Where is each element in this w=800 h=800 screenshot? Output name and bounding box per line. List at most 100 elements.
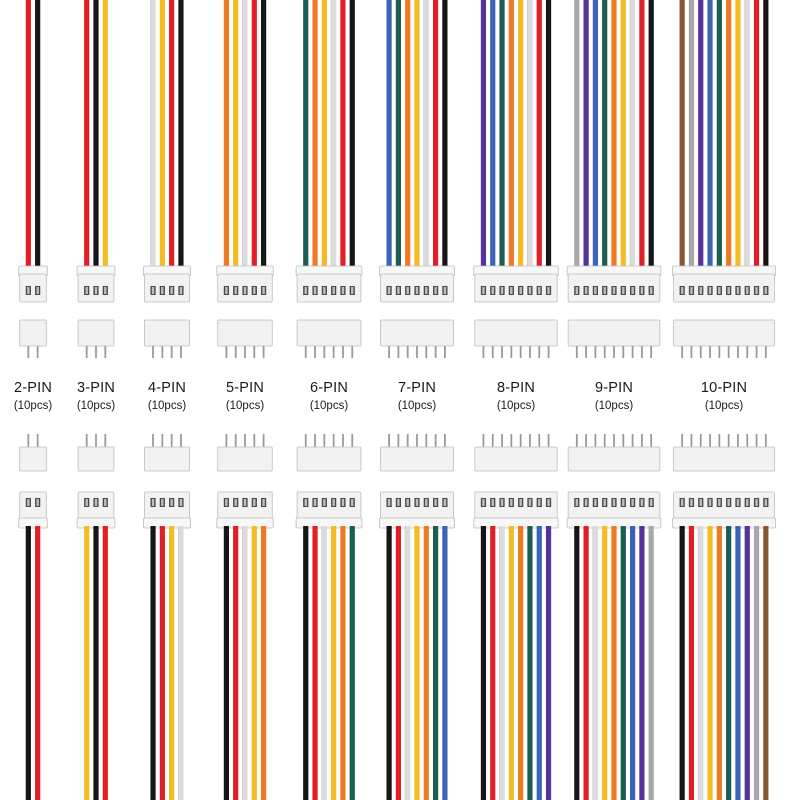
- connector-10pin: [672, 0, 776, 800]
- crimp-terminal: [622, 499, 625, 506]
- crimp-terminal: [179, 287, 183, 294]
- male-header: [380, 446, 454, 472]
- header-pin: [631, 434, 634, 447]
- crimp-terminal: [387, 499, 391, 506]
- header-pin: [727, 434, 730, 447]
- header-pin: [575, 346, 578, 358]
- header-pin: [746, 346, 749, 358]
- crimp-terminal: [631, 499, 634, 506]
- crimp-terminal: [443, 499, 447, 506]
- header-pin: [406, 346, 409, 358]
- crimp-terminal: [764, 287, 768, 294]
- crimp-terminal: [699, 287, 702, 294]
- crimp-terminal: [253, 499, 256, 506]
- crimp-terminal: [104, 287, 107, 294]
- header-pin: [314, 346, 316, 358]
- pin-count-label: 5-PIN: [225, 380, 265, 396]
- header-pin: [416, 346, 418, 358]
- header-pin: [613, 434, 615, 447]
- crimp-terminal: [584, 287, 588, 294]
- header-pin: [737, 346, 739, 358]
- header-pin: [482, 346, 485, 358]
- pin-count-label: 7-PIN: [397, 380, 437, 396]
- pin-count-label: 2-PIN: [13, 380, 53, 396]
- quantity-label: (10pcs): [594, 400, 634, 412]
- header-pin: [718, 434, 721, 447]
- female-housing: [19, 491, 47, 521]
- header-pin: [161, 434, 164, 447]
- crimp-terminal: [262, 499, 265, 506]
- header-pin: [709, 434, 711, 447]
- crimp-terminal: [304, 287, 307, 294]
- male-header: [19, 446, 47, 472]
- header-pin: [342, 346, 344, 358]
- quantity-label: (10pcs): [225, 400, 265, 412]
- crimp-terminal: [170, 287, 173, 294]
- header-pin: [397, 346, 400, 358]
- crimp-terminal: [708, 499, 712, 506]
- crimp-terminal: [313, 499, 317, 506]
- header-pin: [699, 434, 702, 447]
- crimp-terminal: [746, 287, 749, 294]
- header-pin: [152, 434, 154, 447]
- pin-count-label: 8-PIN: [496, 380, 536, 396]
- header-pin: [351, 346, 354, 358]
- crimp-terminal: [36, 499, 39, 506]
- header-pin: [244, 346, 246, 358]
- crimp-terminal: [708, 287, 712, 294]
- crimp-terminal: [528, 287, 532, 294]
- female-housing: [19, 273, 47, 303]
- crimp-terminal: [640, 499, 644, 506]
- header-pin: [95, 346, 97, 358]
- header-pin: [681, 434, 684, 447]
- connector-4pin: [142, 0, 191, 800]
- crimp-terminal: [612, 287, 616, 294]
- crimp-terminal: [313, 287, 317, 294]
- crimp-terminal: [351, 287, 354, 294]
- crimp-terminal: [538, 287, 541, 294]
- male-header: [217, 446, 273, 472]
- header-pin: [425, 434, 428, 447]
- crimp-terminal: [425, 499, 428, 506]
- crimp-terminal: [179, 499, 183, 506]
- crimp-terminal: [170, 499, 173, 506]
- header-pin: [253, 434, 256, 447]
- crimp-terminal: [680, 499, 684, 506]
- header-pin: [519, 434, 522, 447]
- crimp-terminal: [85, 499, 88, 506]
- crimp-terminal: [764, 499, 768, 506]
- header-pin: [180, 434, 182, 447]
- header-pin: [491, 346, 494, 358]
- crimp-terminal: [341, 499, 345, 506]
- crimp-terminal: [736, 287, 740, 294]
- header-pin: [594, 346, 597, 358]
- crimp-terminal: [547, 499, 550, 506]
- header-pin: [603, 346, 606, 358]
- header-pin: [529, 346, 531, 358]
- crimp-terminal: [387, 287, 391, 294]
- housing-cap: [142, 517, 191, 529]
- female-housing: [474, 491, 558, 521]
- quantity-label: (10pcs): [76, 400, 116, 412]
- crimp-terminal: [718, 499, 721, 506]
- crimp-terminal: [434, 499, 437, 506]
- crimp-terminal: [234, 499, 237, 506]
- male-header: [296, 446, 362, 472]
- crimp-terminal: [27, 499, 30, 506]
- crimp-terminal: [727, 499, 730, 506]
- header-pin: [152, 346, 154, 358]
- crimp-terminal: [151, 287, 155, 294]
- pin-count-label: 4-PIN: [147, 380, 187, 396]
- crimp-terminal: [253, 287, 256, 294]
- crimp-terminal: [500, 287, 504, 294]
- header-pin: [225, 434, 228, 447]
- header-pin: [332, 434, 335, 447]
- header-pin: [746, 434, 749, 447]
- header-pin: [262, 346, 265, 358]
- crimp-terminal: [262, 287, 265, 294]
- male-header: [673, 446, 775, 472]
- header-pin: [416, 434, 418, 447]
- crimp-terminal: [547, 287, 550, 294]
